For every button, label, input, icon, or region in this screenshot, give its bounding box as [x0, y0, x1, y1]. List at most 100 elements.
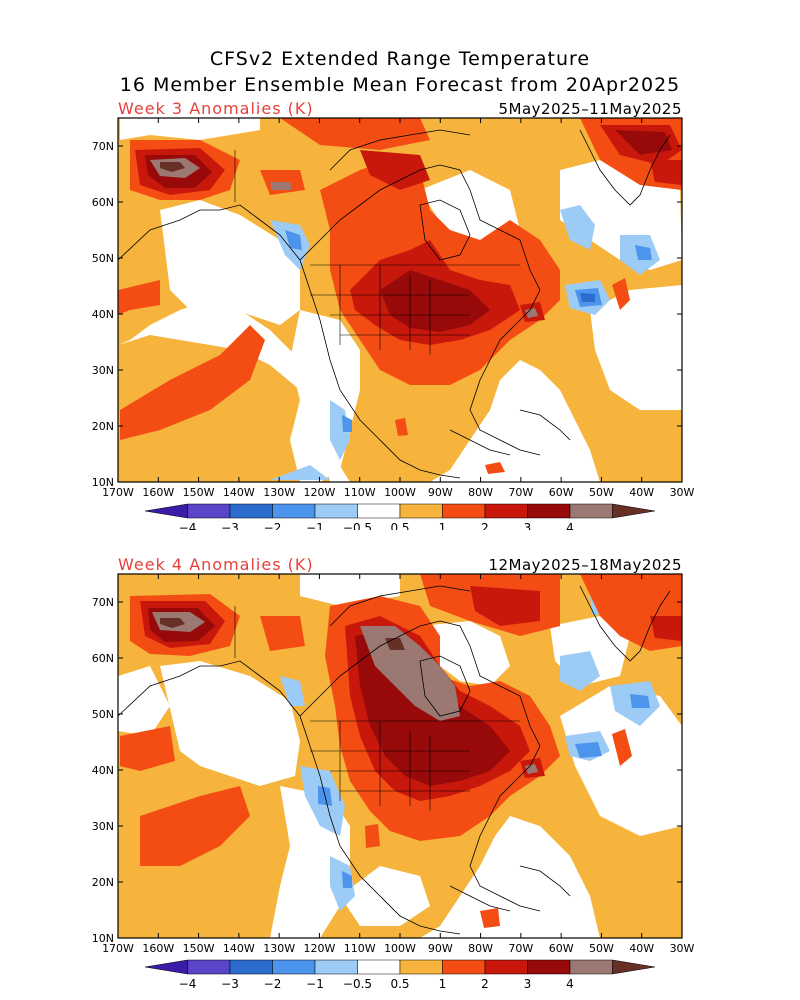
- latitude-labels: 70N 60N 50N 40N 30N 20N 10N: [92, 596, 682, 945]
- lon-tick-label: 40W: [629, 486, 654, 499]
- longitude-labels: 170W 160W 150W 140W 130W 120W 110W 100W 90W 80W 70…: [102, 574, 695, 955]
- lon-tick-label: 90W: [428, 486, 453, 499]
- colorbar-swatch: [399, 959, 443, 975]
- colorbar-label: 1: [439, 521, 447, 530]
- anom-region: [560, 205, 595, 250]
- anom-region: [360, 626, 460, 721]
- colorbar-label: −2: [264, 977, 282, 991]
- temperature-anomaly-shading: [118, 574, 682, 938]
- lon-tick-label: 30W: [670, 942, 695, 955]
- colorbar-label: −1: [306, 521, 324, 530]
- anom-region: [120, 325, 265, 440]
- lon-tick-label: 140W: [223, 486, 255, 499]
- anom-region: [160, 200, 300, 325]
- colorbar-swatch: [569, 503, 613, 519]
- colorbar-swatch: [357, 959, 401, 975]
- anom-region: [270, 465, 330, 480]
- anom-region: [615, 130, 672, 155]
- anom-region: [280, 676, 305, 706]
- anom-region: [118, 280, 160, 315]
- latitude-labels: 70N 60N 50N 40N 30N 20N 10N: [92, 140, 682, 489]
- anom-region: [575, 742, 602, 758]
- colorbar-swatch: [144, 503, 188, 519]
- lon-tick-label: 130W: [263, 486, 295, 499]
- anom-region: [360, 150, 430, 190]
- colorbar-label: 3: [524, 977, 532, 991]
- anom-region: [118, 335, 330, 482]
- anom-region: [330, 856, 355, 911]
- lon-tick-label: 30W: [670, 486, 695, 499]
- lon-tick-label: 120W: [303, 942, 335, 955]
- colorbar-label: 4: [566, 521, 574, 530]
- lat-tick-label: 10N: [92, 932, 114, 945]
- anom-region: [280, 118, 430, 150]
- lon-tick-label: 40W: [629, 942, 654, 955]
- colorbar-swatch: [187, 503, 231, 519]
- anom-region: [330, 400, 350, 460]
- lat-tick-label: 20N: [92, 876, 114, 889]
- lon-tick-label: 100W: [384, 942, 416, 955]
- chart-title-line-2: 16 Member Ensemble Mean Forecast from 20…: [119, 74, 681, 96]
- week4-colorbar: −4 −3 −2 −1 −0.5 0.5 1 2 3 4: [144, 959, 656, 991]
- lon-tick-label: 90W: [428, 942, 453, 955]
- coastline: [419, 199, 471, 261]
- lon-tick-label: 80W: [468, 486, 493, 499]
- coastlines: [117, 129, 671, 479]
- longitude-labels: 170W 160W 150W 140W 130W 120W 110W 100W 90W 80W 70…: [102, 118, 695, 499]
- lon-tick-label: 50W: [589, 942, 614, 955]
- anom-region: [342, 871, 352, 888]
- lon-tick-label: 70W: [508, 942, 533, 955]
- colorbar-swatch: [272, 959, 316, 975]
- lat-tick-label: 50N: [92, 252, 114, 265]
- lat-tick-label: 10N: [92, 476, 114, 489]
- coastline: [299, 164, 541, 456]
- anom-region: [120, 118, 260, 140]
- colorbar-label: 0.5: [390, 521, 409, 530]
- lat-tick-label: 60N: [92, 196, 114, 209]
- colorbar-swatch: [569, 959, 613, 975]
- lon-tick-label: 150W: [183, 942, 215, 955]
- coastline: [419, 655, 471, 717]
- lon-tick-label: 60W: [549, 486, 574, 499]
- state-borders: [234, 606, 520, 811]
- colorbar-swatch: [484, 503, 528, 519]
- lon-tick-label: 160W: [142, 942, 174, 955]
- anom-region: [635, 245, 652, 260]
- week3-colorbar: −4 −3 −2 −1 −0.5 0.5 1 2 3 4: [144, 503, 656, 530]
- coastline: [519, 409, 571, 441]
- anom-region: [630, 694, 650, 708]
- lon-tick-label: 170W: [102, 942, 134, 955]
- lat-tick-label: 40N: [92, 764, 114, 777]
- colorbar-label: 4: [566, 977, 574, 991]
- lon-tick-label: 110W: [344, 942, 376, 955]
- anom-region: [650, 616, 682, 641]
- coastline: [329, 129, 471, 171]
- anom-region: [580, 293, 595, 302]
- colorbar-swatch: [314, 959, 358, 975]
- anom-region: [590, 285, 682, 410]
- anom-region: [525, 308, 538, 318]
- coastlines: [117, 585, 671, 935]
- colorbar-swatch: [187, 959, 231, 975]
- anom-region: [260, 616, 305, 651]
- week4-label: Week 4 Anomalies (K): [118, 555, 314, 574]
- anom-region: [612, 729, 632, 766]
- anom-region: [270, 182, 292, 190]
- colorbar-swatch: [144, 959, 188, 975]
- lon-tick-label: 150W: [183, 486, 215, 499]
- week3-label: Week 3 Anomalies (K): [118, 99, 314, 118]
- anom-region: [160, 618, 185, 628]
- anom-region: [525, 764, 538, 774]
- colorbar-swatch: [357, 503, 401, 519]
- anom-region: [160, 162, 185, 172]
- lat-tick-label: 60N: [92, 652, 114, 665]
- anom-region: [340, 866, 430, 926]
- lat-tick-label: 50N: [92, 708, 114, 721]
- colorbar-swatch: [527, 959, 571, 975]
- lon-tick-label: 140W: [223, 942, 255, 955]
- colorbar-swatch: [442, 503, 486, 519]
- coastline: [299, 620, 541, 912]
- coastline: [117, 204, 461, 479]
- anom-region: [420, 621, 510, 686]
- lon-tick-label: 110W: [344, 486, 376, 499]
